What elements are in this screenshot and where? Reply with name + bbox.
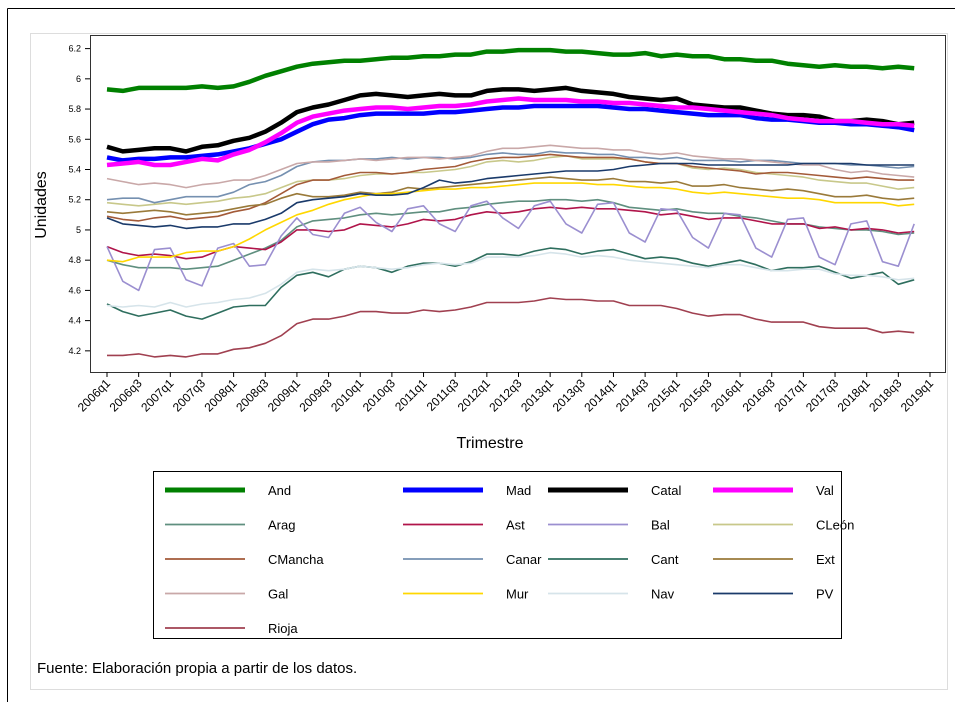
legend-label: Nav: [651, 587, 675, 602]
y-axis-title: Unidades: [33, 171, 50, 239]
legend-label: Cant: [651, 552, 679, 567]
legend-label: Val: [816, 483, 834, 498]
series-line: [106, 162, 915, 230]
series-line: [107, 297, 915, 358]
series-line: [106, 200, 915, 292]
y-tick-label: 5.4: [68, 164, 81, 174]
series-line: [106, 251, 915, 308]
y-tick-label: 6: [76, 74, 81, 84]
legend-label: Mur: [506, 587, 529, 602]
y-tick-label: 5: [76, 225, 81, 235]
x-axis-title: Trimestre: [457, 435, 524, 452]
legend-box: [153, 471, 842, 639]
legend-label: Catal: [651, 483, 681, 498]
legend-label: PV: [816, 587, 834, 602]
legend-label: And: [268, 483, 291, 498]
y-tick-label: 5.8: [68, 104, 81, 114]
series-line: [106, 155, 915, 207]
footnote: Fuente: Elaboración propia a partir de l…: [37, 660, 357, 677]
legend-label: Mad: [506, 483, 531, 498]
legend-label: CLeón: [816, 518, 854, 533]
y-tick-label: 4.4: [68, 316, 81, 326]
legend-label: Canar: [506, 552, 542, 567]
series-line: [106, 198, 915, 270]
series-line: [106, 182, 915, 263]
y-tick-label: 6.2: [68, 44, 81, 54]
series-line: [106, 153, 915, 222]
y-tick-label: 4.8: [68, 255, 81, 265]
legend-label: Arag: [268, 518, 295, 533]
series-line: [106, 96, 915, 168]
legend-label: Bal: [651, 518, 670, 533]
legend-label: Ast: [506, 518, 525, 533]
legend-label: Gal: [268, 587, 288, 602]
legend-label: Rioja: [268, 621, 298, 636]
series-line: [106, 206, 915, 260]
series-line: [106, 176, 915, 216]
y-tick-label: 4.2: [68, 346, 81, 356]
legend-label: CMancha: [268, 552, 324, 567]
y-tick-label: 5.6: [68, 134, 81, 144]
y-tick-label: 5.2: [68, 195, 81, 205]
series-line: [106, 47, 915, 94]
y-tick-label: 4.6: [68, 285, 81, 295]
plot-area: [90, 35, 946, 373]
series-line: [106, 144, 915, 189]
series-line: [106, 150, 915, 204]
series-line: [106, 247, 915, 320]
legend-label: Ext: [816, 552, 835, 567]
